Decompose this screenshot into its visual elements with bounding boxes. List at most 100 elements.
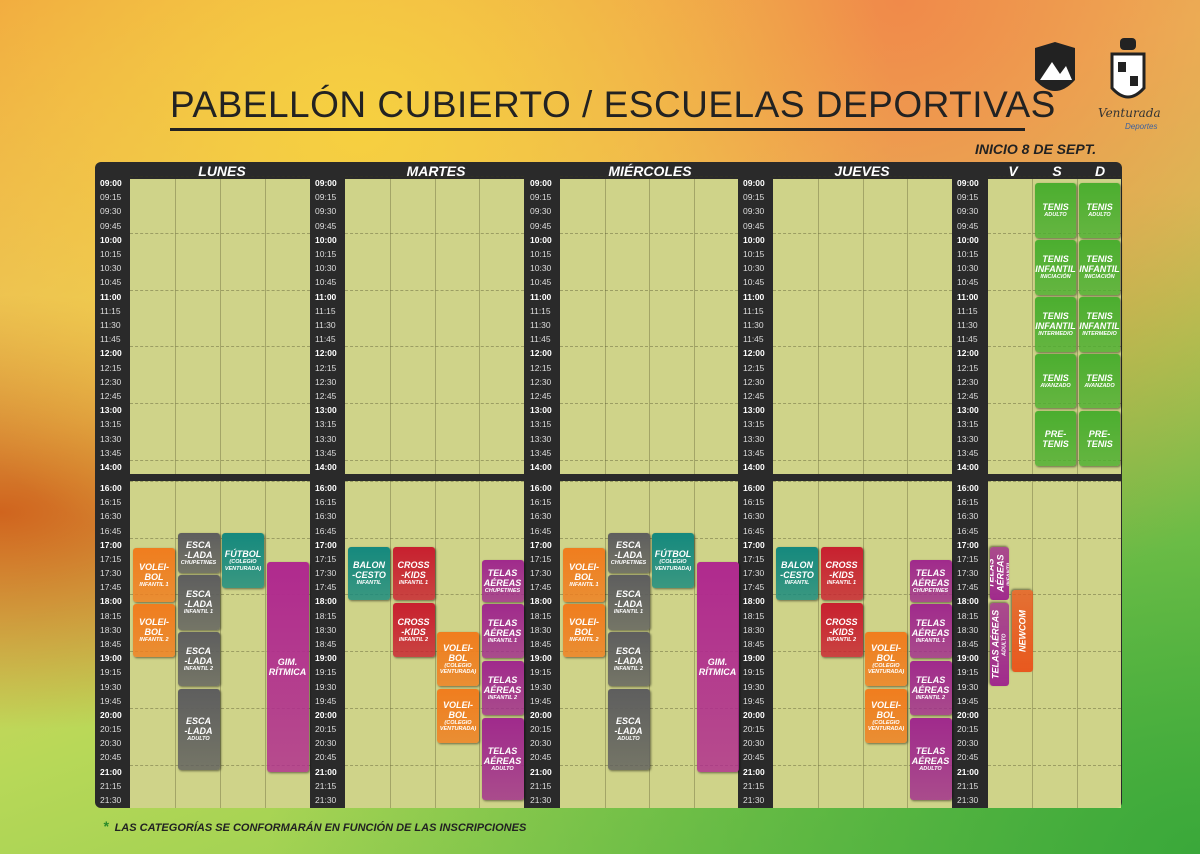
time-label: 10:00 — [957, 234, 979, 245]
class-title: FÚTBOL — [654, 549, 692, 559]
class-title: VOLEI- — [442, 699, 473, 710]
class-block: NEWCOM — [1012, 590, 1033, 672]
class-title: FÚTBOL — [224, 549, 262, 559]
time-label: 11:45 — [100, 334, 121, 345]
time-label: 17:30 — [957, 568, 979, 579]
time-label: 12:00 — [100, 348, 122, 359]
time-label: 21:15 — [100, 780, 122, 791]
class-title: TENIS — [1086, 438, 1113, 449]
time-label: 19:15 — [957, 667, 979, 678]
time-label: 12:30 — [957, 376, 979, 387]
class-title: TENIS — [1086, 372, 1113, 383]
hour-line — [345, 346, 524, 348]
class-note: INFANTIL 2 — [139, 637, 169, 644]
start-note: INICIO 8 DE SEPT. — [975, 141, 1097, 157]
class-note: ADULTO — [491, 765, 514, 772]
hour-line — [345, 176, 524, 177]
time-label: 21:30 — [743, 794, 765, 805]
column-divider — [1032, 179, 1034, 474]
class-title: RÍTMICA — [698, 667, 737, 677]
time-label: 17:45 — [743, 582, 765, 593]
class-title: VOLEI- — [138, 617, 169, 628]
time-label: 12:00 — [743, 348, 765, 359]
time-label: 21:15 — [743, 780, 765, 791]
time-label: 09:15 — [530, 192, 552, 203]
class-note: (COLEGIO VENTURADA) — [654, 559, 692, 572]
class-note: INFANTIL 1 — [487, 637, 518, 644]
hour-line — [773, 232, 952, 234]
class-note: (COLEGIO VENTURADA) — [867, 662, 905, 676]
time-label: 11:15 — [315, 305, 336, 316]
class-note: ADULTO — [617, 736, 640, 743]
time-label: 18:00 — [957, 596, 979, 607]
class-title: ESCA — [615, 539, 641, 550]
town-crest — [1110, 38, 1146, 99]
time-label: 20:00 — [957, 709, 979, 720]
time-label: 19:15 — [100, 667, 122, 678]
time-label: 16:00 — [743, 483, 765, 493]
column-divider — [389, 179, 391, 474]
class-note: INFANTIL 2 — [826, 636, 857, 643]
class-title: GIM. — [707, 657, 728, 667]
time-label: 11:30 — [743, 320, 764, 330]
time-label: 20:30 — [100, 738, 122, 749]
time-label: 09:15 — [743, 192, 765, 203]
time-label: 19:30 — [743, 681, 765, 692]
class-title: TELAS — [915, 617, 946, 628]
hour-line — [130, 594, 310, 596]
page-title: PABELLÓN CUBIERTO / ESCUELAS DEPORTIVAS — [170, 84, 1056, 125]
time-label: 10:30 — [315, 263, 337, 274]
time-label: 19:00 — [957, 653, 979, 664]
class-title: BALON — [781, 560, 813, 571]
time-label: 16:45 — [315, 525, 337, 536]
time-label: 12:45 — [530, 391, 552, 401]
time-label: 19:00 — [743, 653, 765, 664]
class-title: ESCA — [615, 645, 641, 656]
hour-line — [130, 232, 310, 234]
column-divider — [862, 481, 864, 808]
hour-line — [130, 289, 310, 291]
time-label: 17:45 — [100, 582, 122, 593]
class-note: INFANTIL 1 — [826, 580, 857, 587]
time-label: 16:00 — [530, 483, 552, 493]
time-label: 18:30 — [100, 624, 122, 635]
class-note: CHUPETINES — [180, 559, 217, 566]
hour-line — [130, 346, 310, 348]
class-block: ESCA -LADA INFANTIL 2 — [607, 632, 650, 686]
time-label: 20:45 — [100, 752, 122, 763]
time-label: 18:45 — [530, 638, 552, 649]
time-label: 20:45 — [530, 752, 552, 763]
column-divider — [389, 481, 391, 808]
hour-line — [988, 764, 1121, 766]
time-label: 11:30 — [315, 320, 336, 330]
hour-line — [560, 232, 738, 234]
hour-line — [130, 707, 310, 709]
class-title: AÉREAS — [483, 627, 522, 638]
class-note: INFANTIL 2 — [569, 637, 599, 644]
class-title: AÉREAS — [911, 684, 950, 695]
time-label: 19:45 — [100, 695, 122, 706]
time-label: 09:00 — [530, 178, 552, 188]
class-title: CROSS — [397, 616, 430, 627]
class-title: TELAS — [487, 567, 518, 578]
time-label: 19:30 — [530, 681, 552, 692]
class-title: ESCA — [185, 716, 211, 727]
time-label: 12:00 — [315, 348, 337, 359]
time-label: 10:45 — [315, 277, 337, 288]
day-header: MIÉRCOLES — [608, 163, 692, 179]
time-label: 13:15 — [315, 419, 337, 430]
class-title: BALON — [353, 560, 385, 571]
hour-line — [130, 176, 310, 177]
hour-line — [773, 594, 952, 596]
class-block: CROSS -KIDS INFANTIL 1 — [392, 547, 435, 600]
time-label: 19:15 — [530, 667, 552, 678]
time-label: 17:00 — [530, 539, 552, 550]
time-label: 17:45 — [315, 582, 337, 593]
hour-line — [988, 707, 1121, 709]
time-label: 21:30 — [957, 794, 979, 805]
class-note: CHUPETINES — [484, 587, 521, 594]
class-block: TENIS ADULTO — [1079, 183, 1120, 238]
class-block: CROSS -KIDS INFANTIL 1 — [820, 547, 863, 600]
time-label: 21:00 — [315, 766, 337, 777]
time-label: 16:30 — [530, 511, 552, 522]
